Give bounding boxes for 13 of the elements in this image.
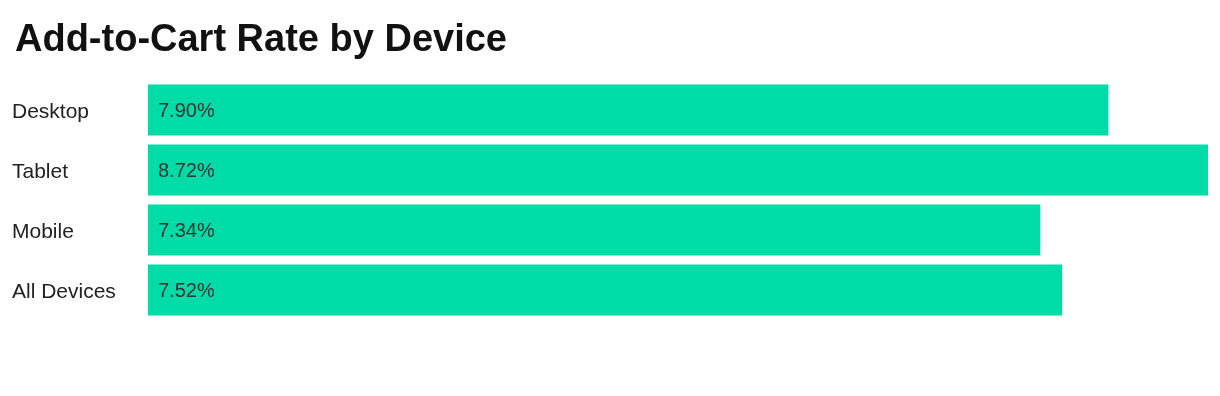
data-label: 7.34% (158, 219, 215, 241)
bar (148, 264, 1063, 316)
bar (148, 204, 1041, 256)
y-tick-label: Tablet (12, 158, 69, 182)
y-tick-label: All Devices (12, 278, 116, 302)
chart-title: Add-to-Cart Rate by Device (15, 17, 507, 59)
data-label: 8.72% (158, 159, 215, 181)
bar (148, 144, 1208, 196)
y-tick-label: Mobile (12, 218, 74, 242)
data-label: 7.52% (158, 279, 215, 301)
data-label: 7.90% (158, 99, 215, 121)
bar (148, 84, 1109, 136)
y-tick-label: Desktop (12, 98, 90, 122)
